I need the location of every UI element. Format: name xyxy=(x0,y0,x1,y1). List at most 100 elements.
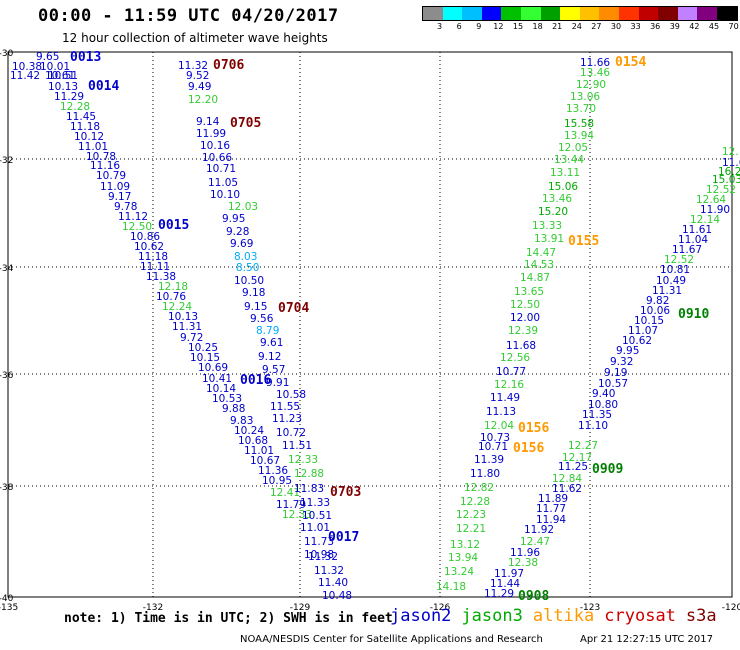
wave-height-value: 10.25 xyxy=(188,342,218,354)
pass-label: 0908 xyxy=(518,589,549,604)
color-scale-tick: 21 xyxy=(552,22,563,31)
wave-height-value: 11.55 xyxy=(270,401,300,413)
longitude-label: -129 xyxy=(290,603,311,613)
wave-height-value: 11.40 xyxy=(318,577,348,589)
wave-height-value: 13.33 xyxy=(532,220,562,232)
wave-height-value: 10.13 xyxy=(48,81,78,93)
wave-height-value: 11.13 xyxy=(486,406,516,418)
color-scale-swatch xyxy=(677,7,698,20)
wave-height-value: 10.73 xyxy=(480,432,510,444)
color-scale-swatches xyxy=(422,6,738,21)
wave-height-value: 9.95 xyxy=(222,213,245,225)
wave-height-value: 9.83 xyxy=(230,415,253,427)
wave-height-value: 10.62 xyxy=(622,335,652,347)
wave-height-value: 11.09 xyxy=(100,181,130,193)
wave-height-value: 13.46 xyxy=(580,67,610,79)
wave-height-value: 10.86 xyxy=(130,231,160,243)
wave-height-value: 11.36 xyxy=(258,465,288,477)
wave-height-value: 10.57 xyxy=(598,378,628,390)
color-scale-swatch xyxy=(442,7,463,20)
color-scale-tick: 24 xyxy=(571,22,582,31)
wave-height-value: 9.78 xyxy=(114,201,137,213)
wave-height-value: 11.33 xyxy=(300,497,330,509)
wave-height-value: 11.35 xyxy=(582,409,612,421)
wave-height-value: 11.12 xyxy=(118,211,148,223)
wave-height-value: 10.38 xyxy=(12,61,42,73)
wave-height-value: 12.50 xyxy=(122,221,152,233)
wave-height-value: 11.61 xyxy=(682,224,712,236)
wave-height-value: 12.05 xyxy=(558,142,588,154)
wave-height-value: 11.80 xyxy=(470,468,500,480)
wave-height-value: 10.78 xyxy=(86,151,116,163)
wave-height-value: 13.12 xyxy=(450,539,480,551)
wave-height-value: 10.80 xyxy=(588,399,618,411)
color-scale-swatch xyxy=(579,7,600,20)
wave-height-value: 12.16 xyxy=(494,379,524,391)
wave-height-value: 12.33 xyxy=(288,454,318,466)
wave-height-value: 16.20 xyxy=(718,166,740,178)
wave-height-value: 11.39 xyxy=(474,454,504,466)
wave-height-value: 12.28 xyxy=(60,101,90,113)
wave-height-value: 13.94 xyxy=(564,130,594,142)
wave-height-value: 12.38 xyxy=(508,557,538,569)
wave-height-value: 9.52 xyxy=(186,70,209,82)
wave-height-value: 12.28 xyxy=(460,496,490,508)
wave-height-value: 14.87 xyxy=(520,272,550,284)
wave-height-value: 13.70 xyxy=(566,103,596,115)
wave-height-value: 9.17 xyxy=(108,191,131,203)
wave-height-value: 10.10 xyxy=(210,189,240,201)
wave-height-value: 10.81 xyxy=(660,264,690,276)
color-scale-tick: 12 xyxy=(493,22,504,31)
wave-height-value: 10.16 xyxy=(200,140,230,152)
wave-height-value: 11.11 xyxy=(140,261,170,273)
color-scale-swatch xyxy=(638,7,659,20)
wave-height-value: 10.79 xyxy=(96,170,126,182)
latitude-label: -32 xyxy=(0,156,13,166)
wave-height-value: 11.97 xyxy=(494,568,524,580)
pass-label: 0016 xyxy=(240,373,271,388)
wave-height-value: 10.12 xyxy=(74,131,104,143)
color-scale-swatch xyxy=(501,7,521,20)
wave-height-value: 10.51 xyxy=(48,70,78,82)
wave-height-value: 10.14 xyxy=(206,383,236,395)
pass-label: 0156 xyxy=(513,441,544,456)
color-scale-tick: 39 xyxy=(669,22,680,31)
color-scale-tick: 27 xyxy=(591,22,602,31)
wave-height-value: 11.45 xyxy=(66,111,96,123)
wave-height-value: 11.10 xyxy=(578,420,608,432)
wave-height-value: 10.77 xyxy=(496,366,526,378)
wave-height-value: 11.92 xyxy=(524,524,554,536)
wave-height-value: 12.17 xyxy=(562,452,592,464)
wave-height-value: 11.01 xyxy=(244,445,274,457)
wave-height-value: 9.91 xyxy=(266,377,289,389)
satellite-legend-jason3: jason3 xyxy=(461,606,523,626)
wave-height-value: 11.90 xyxy=(700,204,730,216)
wave-height-value: 9.18 xyxy=(242,287,265,299)
longitude-label: -120 xyxy=(722,603,740,613)
satellite-legend-s3a: s3a xyxy=(685,606,717,626)
wave-height-value: 11.16 xyxy=(90,160,120,172)
wave-height-value: 11.6 xyxy=(722,157,740,169)
color-scale-tick: 45 xyxy=(708,22,720,31)
wave-height-value: 9.14 xyxy=(196,116,220,128)
longitude-label: -126 xyxy=(430,603,451,613)
wave-height-value: 13.24 xyxy=(444,566,474,578)
latitude-label: -36 xyxy=(0,371,14,381)
wave-height-value: 11.51 xyxy=(282,440,312,452)
longitude-label: -135 xyxy=(0,603,18,613)
wave-height-value: 10.62 xyxy=(134,241,164,253)
wave-height-value: 11.31 xyxy=(172,321,202,333)
page-title: 00:00 - 11:59 UTC 04/20/2017 xyxy=(38,6,339,26)
wave-height-value: 10.71 xyxy=(478,441,508,453)
color-scale-swatch xyxy=(716,7,737,20)
wave-height-value: 12.88 xyxy=(294,468,324,480)
pass-label: 0909 xyxy=(592,462,623,477)
wave-height-value: 12.03 xyxy=(228,201,258,213)
wave-height-value: 12.56 xyxy=(500,352,530,364)
wave-height-value: 11.79 xyxy=(276,499,306,511)
satellite-legend-cryosat: cryosat xyxy=(604,606,676,626)
wave-height-value: 8.79 xyxy=(256,325,279,337)
wave-height-value: 10.95 xyxy=(262,475,292,487)
wave-height-value: 15.06 xyxy=(548,181,578,193)
wave-height-value: 9.65 xyxy=(36,51,59,63)
